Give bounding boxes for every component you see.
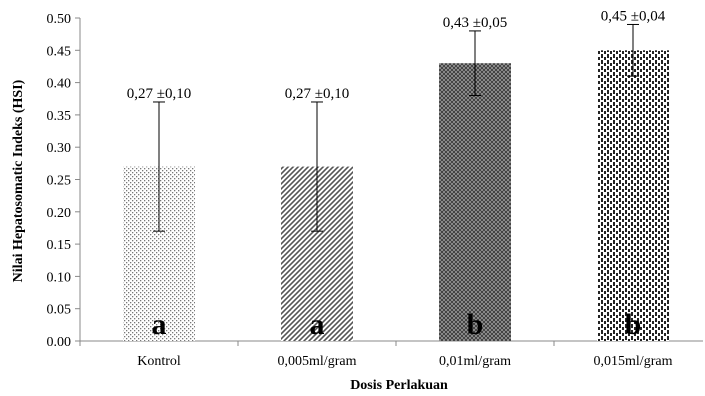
y-tick-label: 0.45 <box>47 44 72 59</box>
y-tick-label: 0.05 <box>47 303 72 318</box>
x-tick-label: 0,015ml/gram <box>594 354 673 369</box>
x-tick-label: 0,005ml/gram <box>278 354 357 369</box>
x-tick-label: 0,01ml/gram <box>439 354 511 369</box>
plot-area: 0.00 0.05 0.10 0.15 0.20 0.25 0.30 0.35 0.40 0.45… <box>47 8 703 369</box>
group-letter: a <box>310 308 325 341</box>
group-letter: b <box>467 308 484 341</box>
y-tick-label: 0.25 <box>47 174 72 189</box>
group-letter: a <box>152 308 167 341</box>
y-tick-label: 0.50 <box>47 12 72 27</box>
bar <box>439 63 511 341</box>
y-axis-title: Nilai Hepatosomatic Indeks (HSI) <box>11 79 26 282</box>
y-tick-label: 0.40 <box>47 77 72 92</box>
y-tick-label: 0.15 <box>47 238 72 253</box>
data-label: 0,27 ±0,10 <box>285 86 349 102</box>
y-tick-label: 0.30 <box>47 141 72 156</box>
data-label: 0,27 ±0,10 <box>127 86 191 102</box>
y-tick-label: 0.35 <box>47 109 72 124</box>
y-tick-label: 0.00 <box>47 335 72 350</box>
group-letter: b <box>625 308 642 341</box>
x-axis-title: Dosis Perlakuan <box>350 378 448 393</box>
data-label: 0,43 ±0,05 <box>443 15 507 31</box>
bar <box>597 50 669 342</box>
y-tick-label: 0.10 <box>47 270 72 285</box>
x-tick-label: Kontrol <box>137 354 181 369</box>
data-label: 0,45 ±0,04 <box>601 8 666 24</box>
y-tick-label: 0.20 <box>47 206 72 221</box>
